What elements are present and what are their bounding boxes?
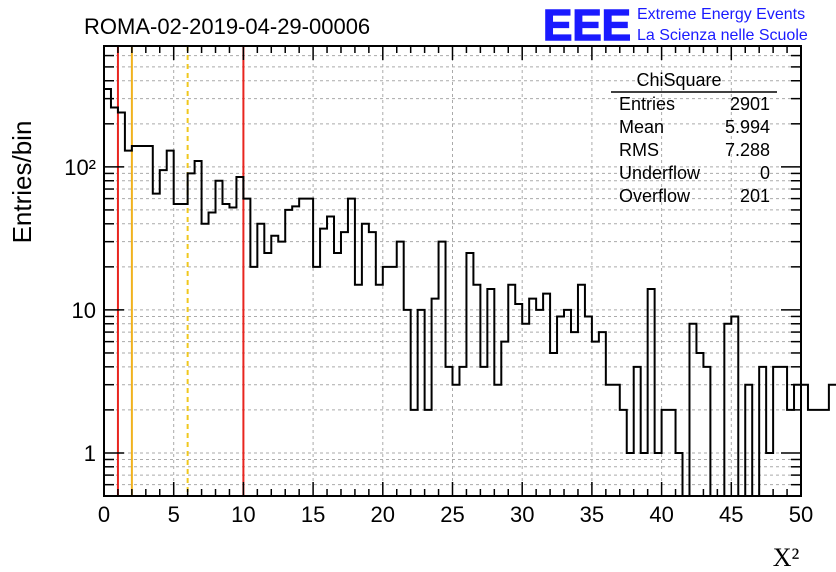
plot-vertical-lines [116,46,245,496]
stats-row-label: Mean [619,117,664,137]
histogram-series [104,88,836,497]
y-axis-label: Entries/bin [7,121,37,244]
stats-box: ChiSquare Entries 2901 Mean 5.994 RMS 7.288 Un… [611,70,777,206]
plot-grid [103,45,802,497]
x-tick-label: 0 [98,502,110,527]
stats-row-value: 5.994 [725,117,770,137]
stats-row-label: RMS [619,140,659,160]
stats-row-value: 2901 [730,94,770,114]
chart-title: ROMA-02-2019-04-29-00006 [84,14,370,39]
stats-row-value: 0 [760,163,770,183]
logo-line1: Extreme Energy Events [637,6,805,23]
logo-line2: La Scienza nelle Scuole [637,27,808,44]
x-axis: 0 5 10 15 20 25 30 35 40 45 50 [98,46,813,527]
stats-title: ChiSquare [636,70,721,90]
x-tick-label: 10 [231,502,255,527]
x-tick-label: 15 [301,502,325,527]
x-tick-label: 35 [580,502,604,527]
stats-row-label: Entries [619,94,675,114]
x-axis-label: X² [773,543,800,572]
eee-logo: EEE Extreme Energy Events La Scienza nel… [542,0,808,51]
stats-row-label: Overflow [619,186,691,206]
x-tick-label: 45 [719,502,743,527]
logo-mark: EEE [543,1,631,50]
x-tick-label: 20 [371,502,395,527]
x-tick-label: 5 [168,502,180,527]
stats-row-label: Underflow [619,163,701,183]
x-tick-label: 50 [789,502,813,527]
x-tick-label: 25 [440,502,464,527]
x-tick-label: 30 [510,502,534,527]
stats-row-value: 7.288 [725,140,770,160]
stats-rows: Entries 2901 Mean 5.994 RMS 7.288 Underflow 0 Ov… [619,94,770,206]
stats-row-value: 201 [740,186,770,206]
y-tick-label: 1 [84,441,96,466]
y-tick-label: 10² [64,155,96,180]
y-tick-label: 10 [72,298,96,323]
y-axis: 1 10 10² [64,45,801,497]
x-tick-label: 40 [649,502,673,527]
